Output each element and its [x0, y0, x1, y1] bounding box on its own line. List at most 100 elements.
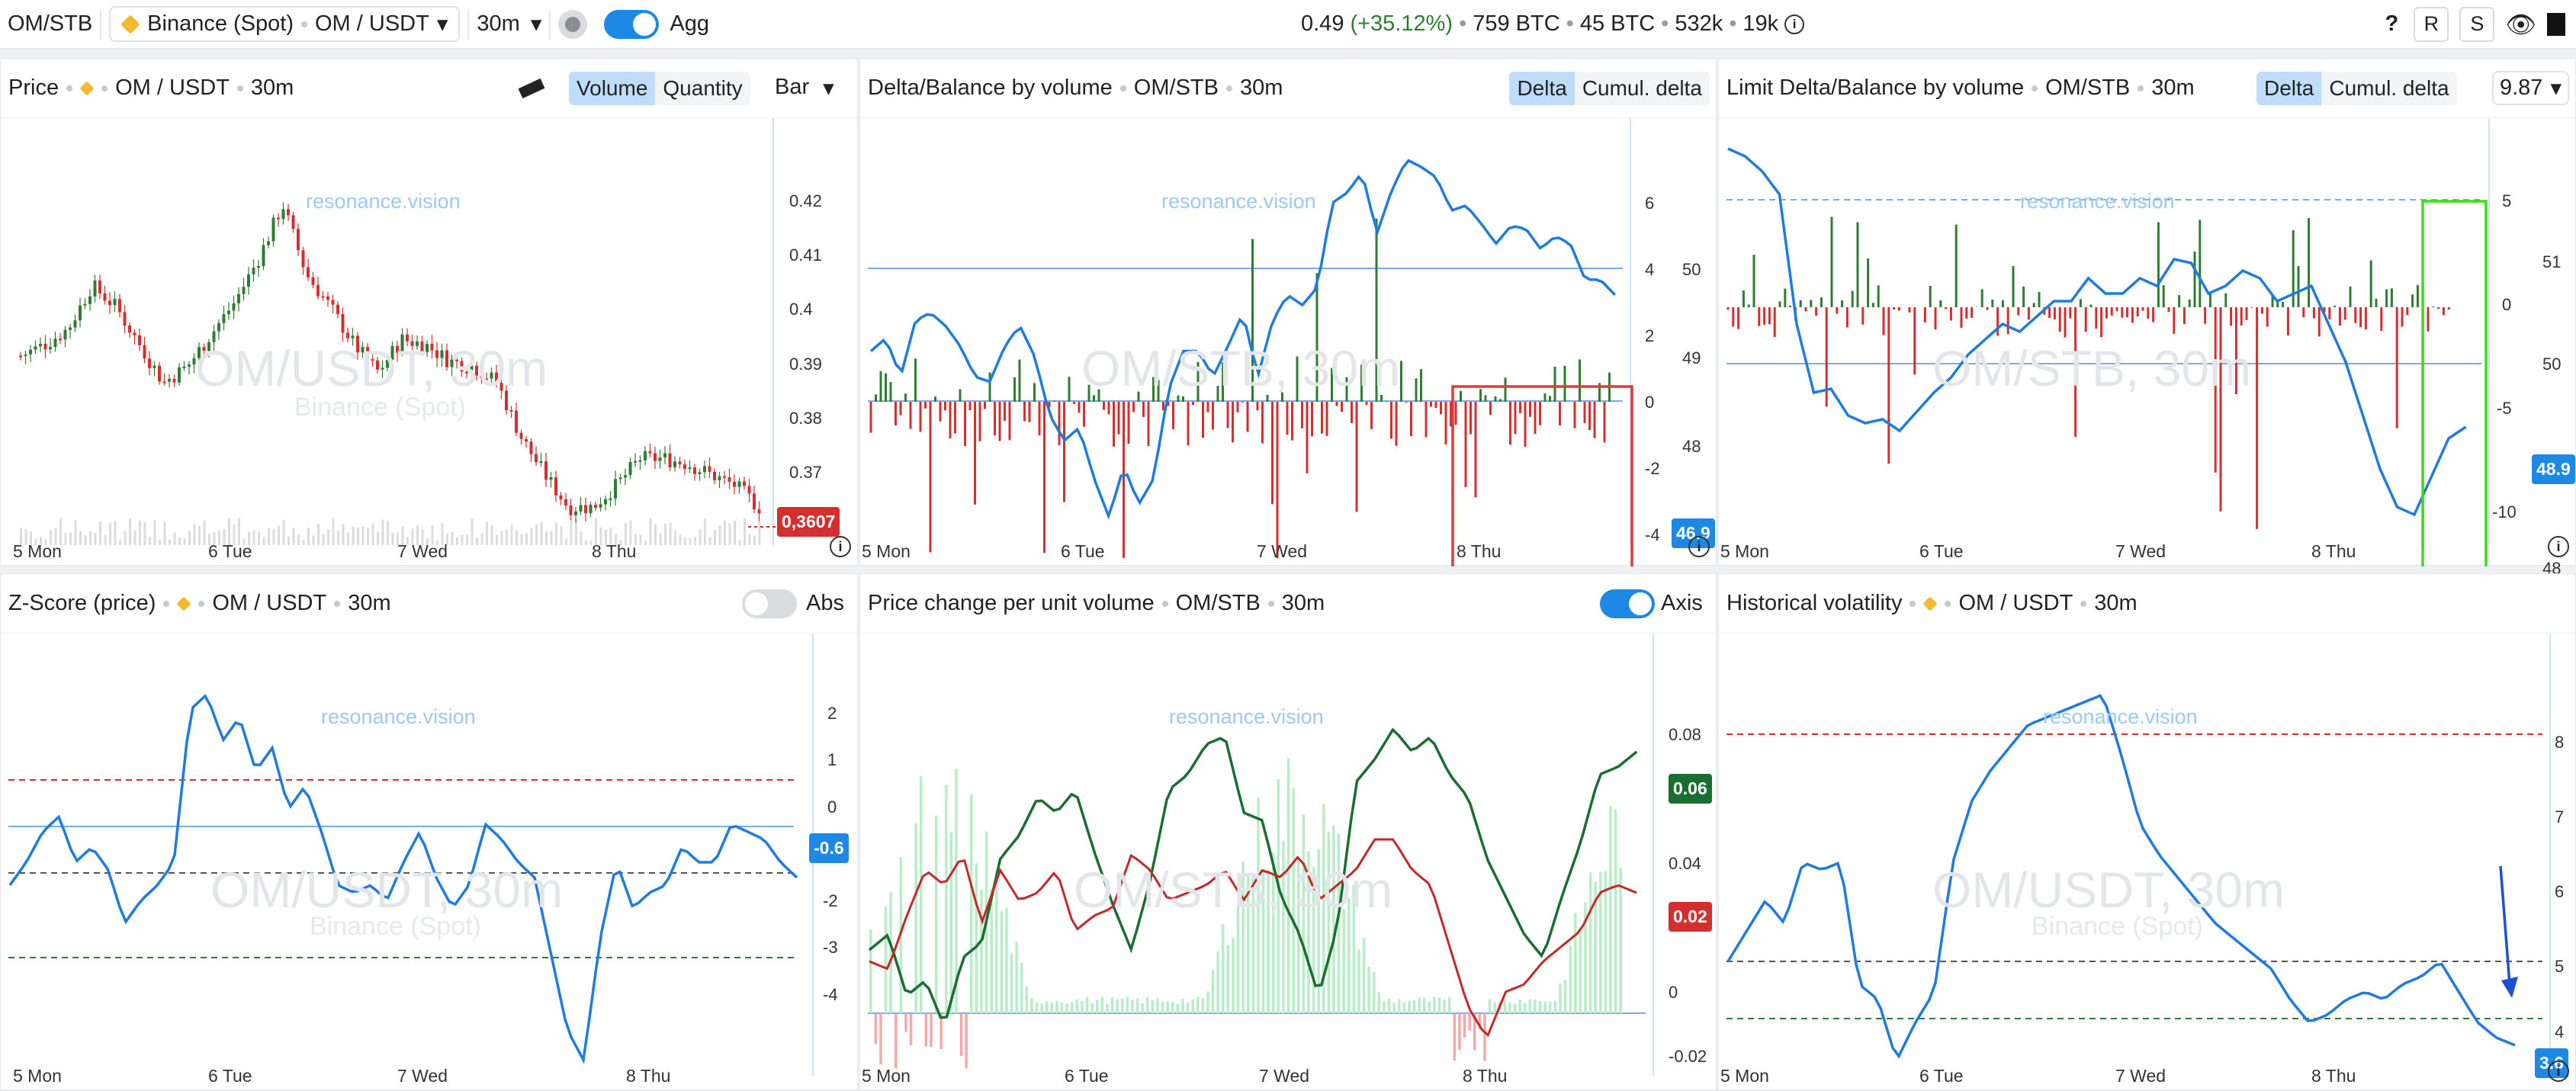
delta-button[interactable]: Delta	[2256, 71, 2322, 105]
positive-bar	[1141, 1003, 1144, 1013]
info-icon[interactable]: i	[2548, 1061, 2569, 1082]
zscore-chart[interactable]: OM/USDT, 30m Binance (Spot) resonance.vi…	[1, 634, 857, 1089]
positive-bar	[1412, 1000, 1416, 1013]
abs-toggle[interactable]	[742, 589, 797, 618]
record-icon[interactable]	[558, 9, 588, 39]
cumul-delta-button[interactable]: Cumul. delta	[1574, 71, 1710, 105]
agg-toggle[interactable]	[604, 9, 660, 39]
positive-bar	[1045, 1000, 1049, 1013]
candle	[336, 304, 339, 314]
volume-bar	[565, 538, 567, 545]
positive-bar	[1286, 758, 1290, 1013]
volume-bar	[560, 526, 563, 545]
volume-bar	[233, 524, 236, 545]
cumul-delta-button[interactable]: Cumul. delta	[2321, 71, 2457, 105]
candle	[172, 378, 176, 383]
positive-bar	[1010, 954, 1013, 1013]
x-tick: 6 Tue	[1919, 1066, 1964, 1086]
delta-chart[interactable]: OM/STB, 30m resonance.vision 6 4 2 0 -2 …	[860, 118, 1716, 566]
volume-bar	[411, 528, 414, 545]
positive-bar	[1503, 998, 1507, 1013]
limit-delta-chart[interactable]: OM/STB, 30m resonance.vision 5 0 -5 -10 …	[1719, 118, 2575, 578]
volume-bar	[208, 533, 210, 545]
interval-select[interactable]: 30m ▾	[477, 0, 541, 48]
y-tick: -2	[823, 891, 838, 910]
volume-bar	[54, 528, 57, 545]
chart-type-select[interactable]: Bar ▾	[775, 75, 834, 101]
hv-chart[interactable]: OM/USDT, 30m Binance (Spot) resonance.vi…	[1719, 634, 2575, 1089]
positive-bar	[1241, 861, 1245, 1013]
positive-bar	[1121, 998, 1124, 1013]
negative-bar	[1463, 1013, 1466, 1038]
positive-bar	[1030, 998, 1033, 1013]
positive-bar	[1040, 1003, 1043, 1013]
axis-toggle[interactable]	[1600, 589, 1655, 618]
candle	[386, 359, 389, 368]
x-tick: 6 Tue	[208, 1066, 252, 1086]
price-chart[interactable]: OM/USDT, 30m Binance (Spot) resonance.vi…	[1, 118, 857, 565]
info-icon[interactable]: i	[2548, 536, 2569, 557]
volume-bar	[371, 523, 374, 545]
volume-bar	[664, 523, 666, 545]
candle	[406, 334, 409, 342]
volume-bar	[506, 529, 508, 545]
positive-bar	[1332, 826, 1335, 1013]
y-tick: -3	[823, 938, 838, 957]
positive-bar	[1588, 872, 1592, 1013]
s-button[interactable]: S	[2459, 6, 2495, 42]
volume-bar	[734, 520, 736, 545]
candle	[654, 453, 657, 461]
volume-bar	[679, 534, 682, 545]
delta-panel: Delta/Balance by volume OM/STB 30m Delta…	[859, 58, 1717, 566]
candle	[29, 349, 32, 355]
candle	[658, 457, 662, 461]
info-icon[interactable]: i	[1688, 536, 1710, 557]
candle	[663, 453, 666, 458]
candle	[753, 493, 756, 509]
positive-bar	[1257, 797, 1260, 1013]
negative-bar	[924, 1013, 928, 1047]
positive-bar	[889, 892, 892, 1013]
ruler-icon[interactable]	[518, 78, 545, 98]
candle	[128, 326, 131, 333]
volume-bar	[674, 530, 676, 545]
candle	[281, 209, 285, 220]
positive-bar	[1584, 902, 1587, 1013]
delta-mode-switch: Delta Cumul. delta	[1509, 71, 1710, 105]
exchange-pair-select[interactable]: Binance (Spot) OM / USDT ▾	[109, 6, 461, 42]
candle	[79, 305, 82, 321]
volume-bar	[466, 534, 468, 545]
positive-bar	[1367, 967, 1370, 1013]
volume-button[interactable]: Volume	[569, 71, 656, 105]
volume-bar	[540, 522, 543, 545]
delta-button[interactable]: Delta	[1509, 71, 1575, 105]
positive-bar	[1357, 949, 1360, 1013]
volume-bar	[699, 528, 702, 545]
positive-bar	[1342, 908, 1345, 1013]
info-icon[interactable]: i	[1784, 14, 1805, 34]
volume-bar	[684, 536, 686, 545]
panel-header: Price change per unit volume OM/STB 30m …	[860, 574, 1716, 634]
help-button[interactable]: ?	[2385, 11, 2399, 36]
threshold-select[interactable]: 9.87 ▾	[2491, 71, 2569, 105]
candle	[559, 495, 563, 499]
volume-bar	[307, 528, 310, 545]
last-zscore-tag: -0.6	[809, 833, 849, 863]
info-icon[interactable]: i	[830, 536, 851, 557]
y-tick: 4	[1645, 260, 1655, 279]
r-button[interactable]: R	[2414, 6, 2449, 42]
positive-bar	[1075, 999, 1079, 1013]
volume-bar	[585, 540, 587, 545]
quantity-button[interactable]: Quantity	[655, 71, 750, 105]
trash-icon[interactable]	[2547, 12, 2565, 36]
panel-title: Price	[8, 75, 59, 100]
price-change: (+35.12%)	[1350, 11, 1453, 36]
highlight-box	[2421, 200, 2488, 566]
positive-bar	[1513, 1003, 1517, 1013]
pcv-chart[interactable]: OM/STB, 30m resonance.vision 0.08 0.04 0…	[860, 634, 1716, 1089]
y-tick: -5	[2497, 399, 2512, 418]
y-tick: -0.02	[1669, 1047, 1707, 1066]
positive-bar	[1135, 998, 1139, 1013]
eye-icon[interactable]: 👁	[2505, 10, 2536, 38]
candle	[450, 359, 454, 367]
